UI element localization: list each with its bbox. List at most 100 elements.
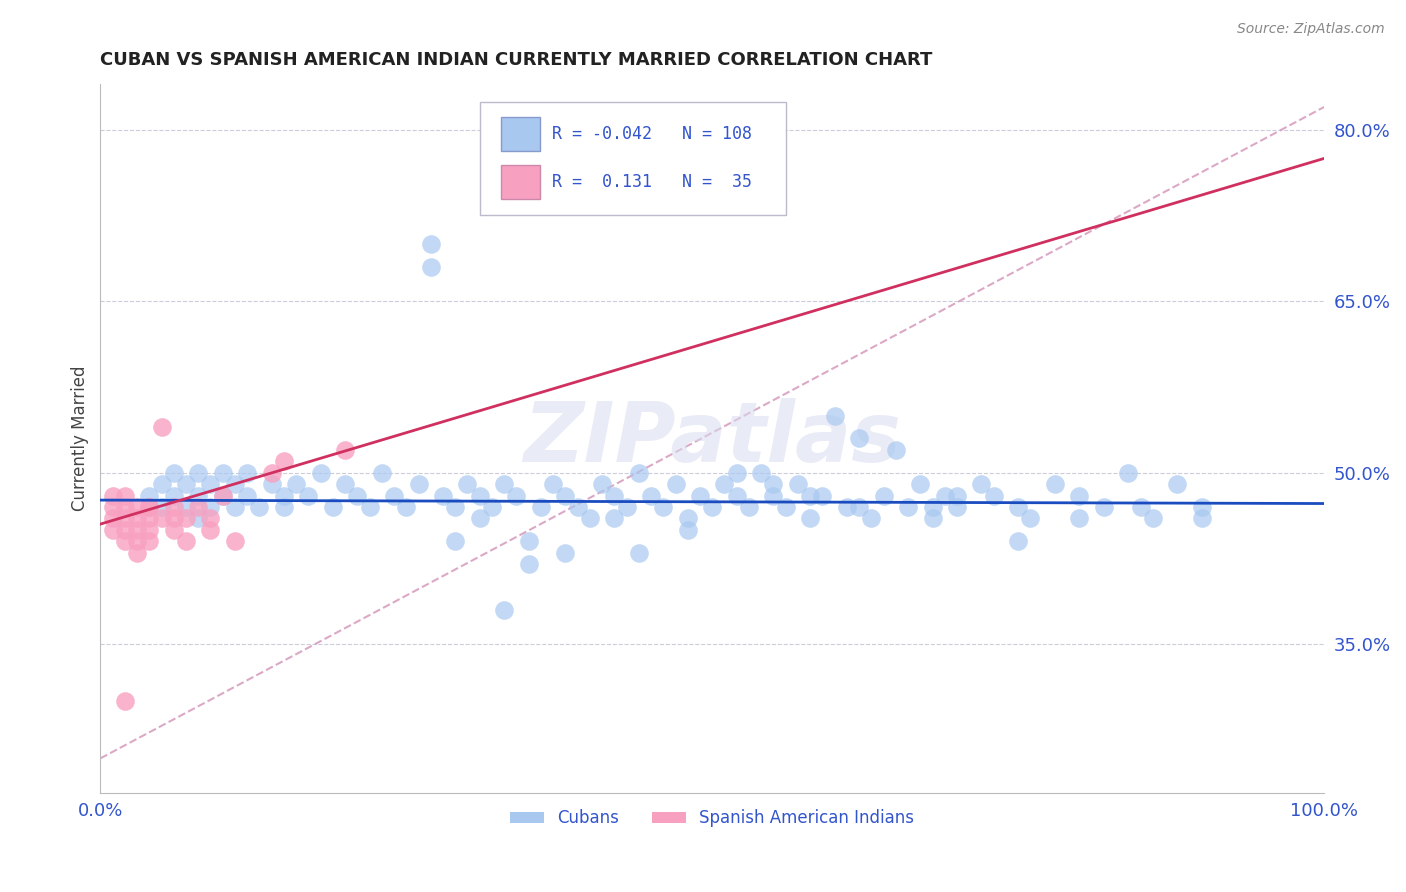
Point (468, 511, 491, 525)
Point (114, 489, 136, 503)
Point (419, 237, 441, 252)
Point (200, 523, 222, 537)
Point (702, 500, 724, 514)
Point (163, 466, 186, 480)
Point (444, 534, 467, 549)
Point (163, 489, 186, 503)
Point (114, 523, 136, 537)
Point (125, 546, 148, 560)
Point (211, 466, 233, 480)
Point (640, 489, 662, 503)
Point (150, 511, 173, 525)
Point (910, 477, 932, 491)
Point (309, 466, 332, 480)
Point (749, 466, 772, 480)
Point (114, 511, 136, 525)
Point (200, 500, 222, 514)
Point (1019, 511, 1042, 525)
Point (249, 500, 271, 514)
Point (150, 420, 173, 434)
Point (517, 534, 540, 549)
Point (224, 534, 246, 549)
Point (359, 500, 381, 514)
Point (1129, 500, 1152, 514)
FancyBboxPatch shape (501, 165, 540, 199)
Point (554, 546, 576, 560)
Point (702, 808, 724, 822)
Point (138, 500, 160, 514)
Point (934, 489, 956, 503)
Point (1118, 466, 1140, 480)
Point (382, 489, 405, 503)
Point (676, 511, 699, 525)
Point (187, 466, 209, 480)
FancyBboxPatch shape (479, 102, 786, 215)
Point (150, 500, 173, 514)
Point (273, 454, 295, 468)
Point (408, 477, 430, 491)
Point (125, 511, 148, 525)
Point (579, 511, 602, 525)
Point (163, 500, 186, 514)
Point (884, 442, 907, 457)
Point (138, 523, 160, 537)
Point (285, 477, 308, 491)
Point (1191, 500, 1213, 514)
Text: R =  0.131   N =  35: R = 0.131 N = 35 (553, 173, 752, 191)
Point (762, 489, 785, 503)
Point (444, 500, 467, 514)
Point (835, 500, 858, 514)
Point (616, 500, 638, 514)
Point (163, 523, 186, 537)
Y-axis label: Currently Married: Currently Married (72, 366, 89, 511)
Point (983, 489, 1005, 503)
Point (187, 500, 209, 514)
Point (811, 489, 834, 503)
Point (1007, 500, 1029, 514)
Text: Source: ZipAtlas.com: Source: ZipAtlas.com (1237, 22, 1385, 37)
Point (541, 477, 564, 491)
Point (236, 489, 259, 503)
Point (395, 500, 418, 514)
Point (138, 500, 160, 514)
Point (174, 500, 197, 514)
Point (787, 477, 810, 491)
Point (211, 489, 233, 503)
Point (456, 477, 478, 491)
Point (101, 523, 124, 537)
Point (1043, 477, 1066, 491)
Point (946, 500, 969, 514)
Point (125, 523, 148, 537)
Point (689, 489, 711, 503)
Legend: Cubans, Spanish American Indians: Cubans, Spanish American Indians (503, 803, 921, 834)
Point (775, 500, 797, 514)
Point (652, 500, 675, 514)
Point (150, 477, 173, 491)
Point (494, 477, 516, 491)
Point (1166, 477, 1188, 491)
Point (603, 511, 626, 525)
Point (174, 511, 197, 525)
Point (799, 511, 821, 525)
Point (481, 500, 503, 514)
Point (676, 523, 699, 537)
Point (603, 489, 626, 503)
Point (273, 489, 295, 503)
Point (187, 489, 209, 503)
Point (371, 466, 394, 480)
Point (138, 534, 160, 549)
Point (627, 546, 650, 560)
Point (174, 534, 197, 549)
Point (114, 534, 136, 549)
Text: CUBAN VS SPANISH AMERICAN INDIAN CURRENTLY MARRIED CORRELATION CHART: CUBAN VS SPANISH AMERICAN INDIAN CURRENT… (100, 51, 932, 69)
Point (567, 500, 589, 514)
Point (713, 477, 735, 491)
FancyBboxPatch shape (501, 118, 540, 152)
Point (494, 603, 516, 617)
Point (738, 500, 761, 514)
Point (101, 489, 124, 503)
Point (1069, 489, 1091, 503)
Point (762, 477, 785, 491)
Point (224, 500, 246, 514)
Point (346, 489, 368, 503)
